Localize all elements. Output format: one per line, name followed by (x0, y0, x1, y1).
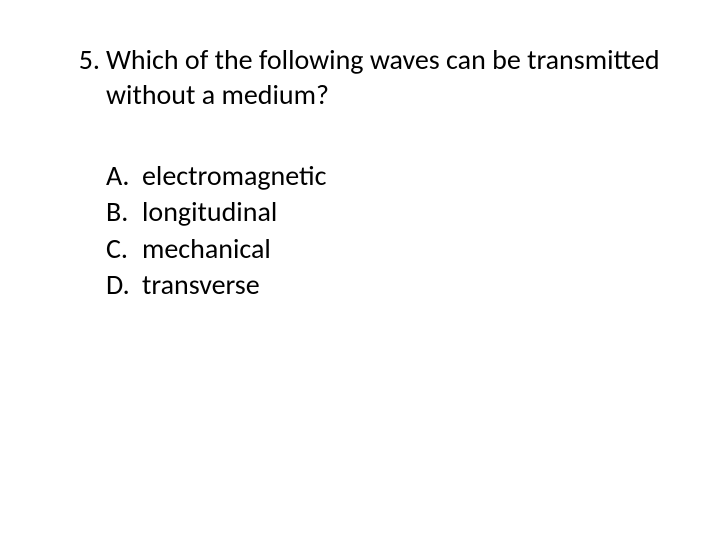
option-d: D. transverse (106, 267, 680, 303)
option-letter: B. (106, 194, 142, 230)
option-text: longitudinal (142, 194, 680, 230)
option-b: B. longitudinal (106, 194, 680, 230)
options-list: A. electromagnetic B. longitudinal C. me… (106, 158, 680, 304)
question-text: Which of the following waves can be tran… (106, 42, 680, 112)
option-text: electromagnetic (142, 158, 680, 194)
option-a: A. electromagnetic (106, 158, 680, 194)
option-letter: A. (106, 158, 142, 194)
question-row: 5. Which of the following waves can be t… (56, 42, 680, 112)
question-number: 5. (56, 42, 106, 77)
option-text: transverse (142, 267, 680, 303)
option-letter: C. (106, 231, 142, 267)
option-letter: D. (106, 267, 142, 303)
slide: 5. Which of the following waves can be t… (0, 0, 720, 540)
option-text: mechanical (142, 231, 680, 267)
option-c: C. mechanical (106, 231, 680, 267)
